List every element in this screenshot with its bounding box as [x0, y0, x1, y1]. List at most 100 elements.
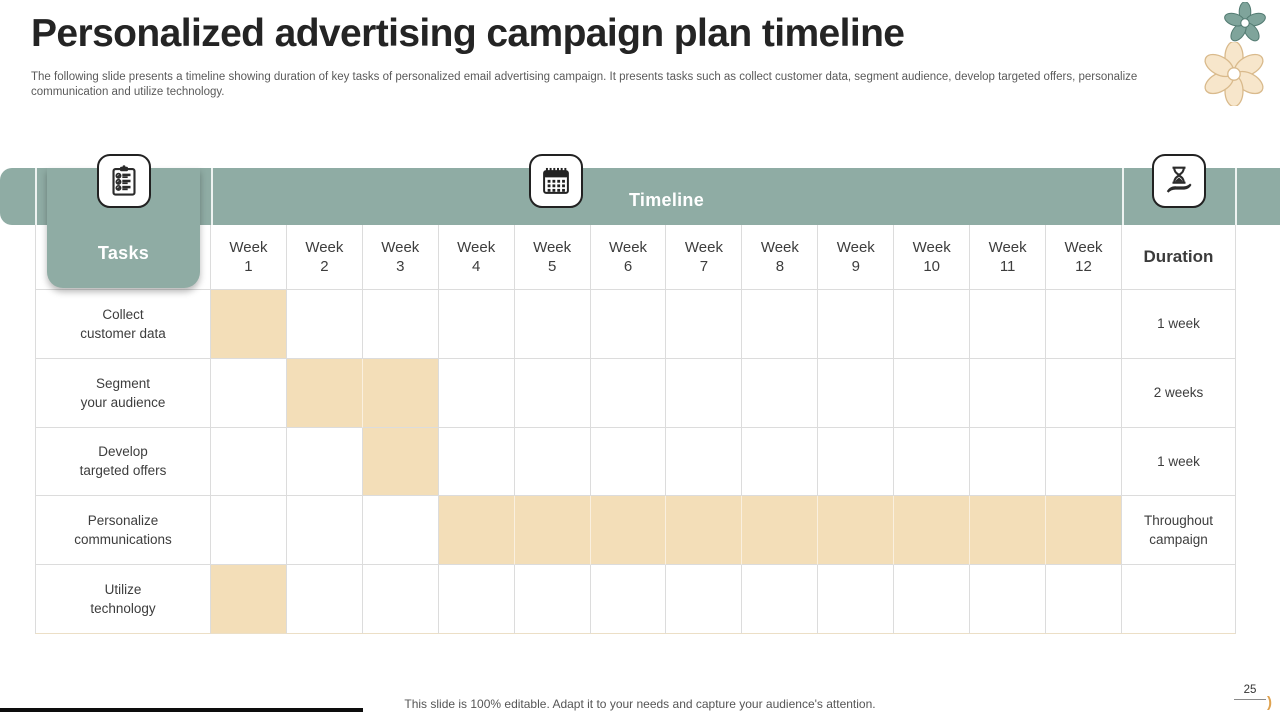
gantt-empty-cell — [970, 290, 1047, 359]
duration-cell: 2 weeks — [1121, 358, 1236, 428]
page-title: Personalized advertising campaign plan t… — [31, 12, 905, 55]
page-number-rule — [1234, 699, 1266, 700]
gantt-bar-cell — [970, 496, 1047, 566]
task-label-cell: Develop targeted offers — [35, 427, 211, 497]
band-divider — [1235, 168, 1237, 225]
gantt-empty-cell — [894, 358, 971, 428]
duration-cell: 1 week — [1121, 290, 1236, 359]
gantt-empty-cell — [590, 358, 667, 428]
gantt-empty-cell — [438, 358, 515, 428]
footer-note: This slide is 100% editable. Adapt it to… — [404, 697, 876, 711]
gantt-bar-cell — [590, 496, 667, 566]
week-header-cell: Week 12 — [1046, 225, 1122, 290]
gantt-empty-cell — [211, 496, 287, 566]
gantt-empty-cell — [590, 565, 667, 634]
tasks-header-label: Tasks — [97, 243, 150, 263]
week-header-cell: Week 9 — [818, 225, 895, 290]
gantt-empty-cell — [438, 290, 515, 359]
gantt-empty-cell — [1046, 565, 1122, 634]
gantt-empty-cell — [970, 565, 1047, 634]
gantt-bar-cell — [362, 427, 439, 497]
timeline-header-band — [0, 168, 1280, 225]
gantt-empty-cell — [286, 565, 363, 634]
gantt-empty-cell — [666, 358, 743, 428]
gantt-bar-cell — [211, 290, 287, 359]
gantt-empty-cell — [362, 496, 439, 566]
duration-cell: 1 week — [1121, 427, 1236, 497]
gantt-bar-cell — [894, 496, 971, 566]
page-number: 25 — [1232, 684, 1268, 700]
gantt-bar-cell — [818, 496, 895, 566]
gantt-empty-cell — [514, 565, 591, 634]
gantt-bar-cell — [211, 565, 287, 634]
gantt-empty-cell — [590, 290, 667, 359]
week-header-cell: Week 2 — [286, 225, 363, 290]
week-header-cell: Week 8 — [742, 225, 819, 290]
gantt-empty-cell — [514, 427, 591, 497]
week-header-cell: Week 10 — [894, 225, 971, 290]
task-label-cell: Personalize communications — [35, 496, 211, 566]
hourglass-hand-icon — [1166, 166, 1192, 193]
gantt-empty-cell — [970, 358, 1047, 428]
gantt-empty-cell — [818, 290, 895, 359]
gantt-empty-cell — [438, 427, 515, 497]
gantt-empty-cell — [1046, 358, 1122, 428]
gantt-empty-cell — [894, 290, 971, 359]
week-header-cell: Week 7 — [666, 225, 743, 290]
week-header-cell: Week 4 — [438, 225, 515, 290]
gantt-empty-cell — [590, 427, 667, 497]
gantt-empty-cell — [742, 427, 819, 497]
week-header-cell: Week 6 — [590, 225, 667, 290]
duration-header-cell: Duration — [1121, 225, 1236, 290]
page-subtitle: The following slide presents a timeline … — [31, 71, 1138, 98]
gantt-empty-cell — [666, 565, 743, 634]
footer-accent-line — [0, 708, 363, 712]
page-number-value: 25 — [1243, 684, 1257, 696]
week-header-cell: Week 5 — [514, 225, 591, 290]
gantt-empty-cell — [818, 427, 895, 497]
gantt-empty-cell — [970, 427, 1047, 497]
gantt-empty-cell — [894, 565, 971, 634]
timeline-icon-box — [529, 154, 583, 208]
gantt-empty-cell — [1046, 427, 1122, 497]
gold-chevron-icon: ) — [1267, 694, 1272, 711]
gantt-empty-cell — [211, 358, 287, 428]
gantt-empty-cell — [666, 290, 743, 359]
gantt-bar-cell — [1046, 496, 1122, 566]
gantt-empty-cell — [286, 427, 363, 497]
gantt-empty-cell — [514, 358, 591, 428]
gantt-empty-cell — [211, 427, 287, 497]
flower-decoration — [1196, 0, 1280, 112]
gantt-empty-cell — [286, 496, 363, 566]
timeline-header-label: Timeline — [628, 190, 705, 210]
tasks-icon-box — [97, 154, 151, 208]
task-label-cell: Collect customer data — [35, 290, 211, 359]
gantt-empty-cell — [362, 565, 439, 634]
calendar-icon — [543, 167, 569, 194]
gantt-empty-cell — [742, 290, 819, 359]
gantt-empty-cell — [286, 290, 363, 359]
gantt-empty-cell — [894, 427, 971, 497]
week-header-cell: Week 11 — [970, 225, 1047, 290]
band-divider — [1122, 168, 1124, 225]
gantt-bar-cell — [514, 496, 591, 566]
gantt-bar-cell — [362, 358, 439, 428]
teal-flower-icon — [1224, 2, 1266, 42]
gantt-empty-cell — [818, 358, 895, 428]
gantt-empty-cell — [362, 290, 439, 359]
gantt-empty-cell — [666, 427, 743, 497]
gantt-table: Week 1 Week 2 Week 3 Week 4 Week 5 Week 6 Week… — [35, 225, 1236, 634]
gantt-empty-cell — [742, 565, 819, 634]
gantt-bar-cell — [286, 358, 363, 428]
gantt-empty-cell — [818, 565, 895, 634]
gantt-bar-cell — [438, 496, 515, 566]
week-header-cell: Week 3 — [362, 225, 439, 290]
clipboard-checklist-icon — [112, 165, 136, 196]
duration-cell — [1121, 565, 1236, 634]
gantt-empty-cell — [1046, 290, 1122, 359]
duration-icon-box — [1152, 154, 1206, 208]
cream-flower-icon — [1204, 42, 1264, 106]
band-divider — [211, 168, 213, 225]
band-divider — [35, 168, 37, 225]
